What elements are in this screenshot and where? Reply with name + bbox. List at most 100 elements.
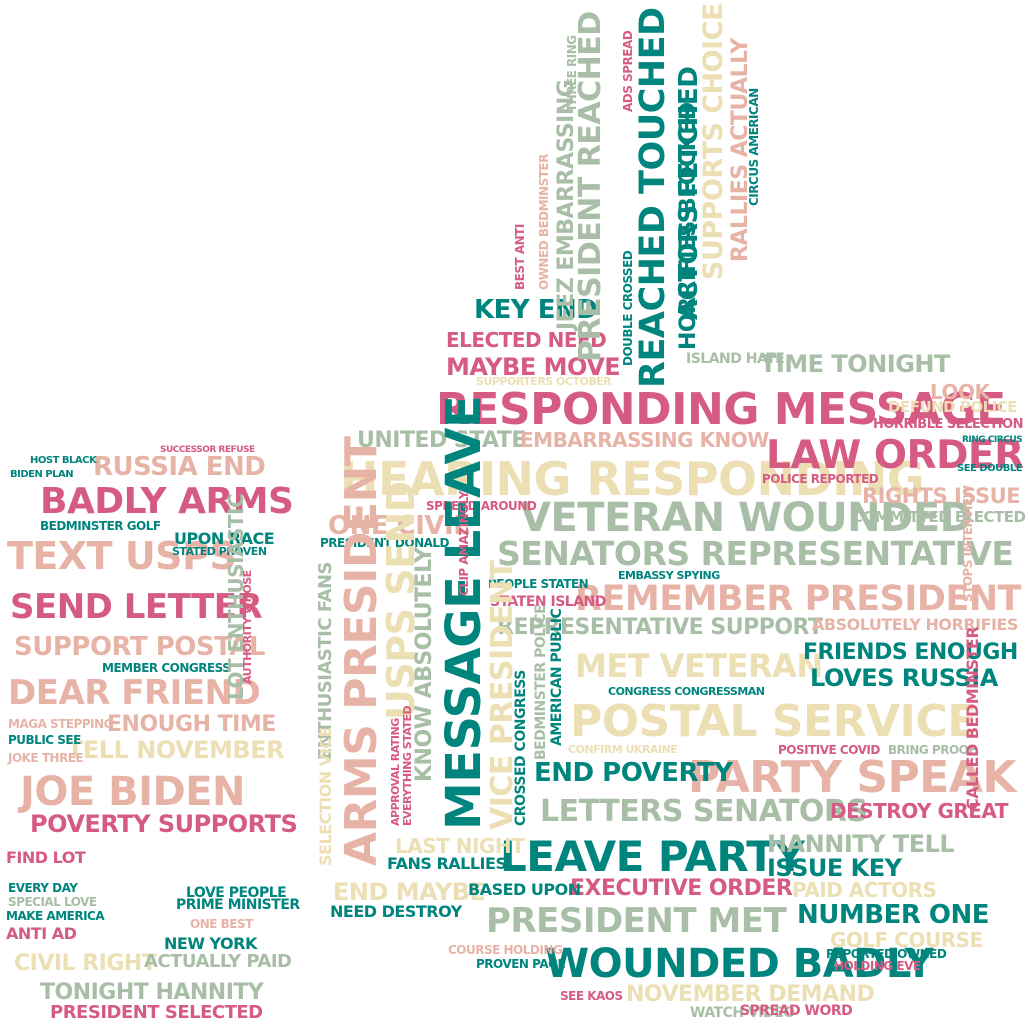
cloud-word: MAKE AMERICA: [6, 909, 105, 923]
cloud-word: PROVEN PAGE: [476, 957, 566, 971]
cloud-word: TIME TONIGHT: [760, 350, 950, 378]
cloud-word-vertical: STOPS INTERVIEW: [961, 485, 975, 602]
cloud-word: COURSE HOLDING: [448, 943, 563, 957]
cloud-word: NOVEMBER DEMAND: [626, 982, 875, 1007]
cloud-word: ELECTED NEED: [446, 328, 607, 352]
cloud-word: SENATORS REPRESENTATIVE: [497, 534, 1014, 573]
cloud-word: SPECIAL LOVE: [8, 895, 97, 909]
cloud-word: BASED UPON: [468, 880, 581, 899]
cloud-word: ONE BEST: [190, 917, 253, 931]
cloud-word: LOVE PEOPLE: [186, 885, 287, 901]
cloud-word-vertical: AUTHORITY WHOSE: [241, 570, 254, 684]
cloud-word: MAYBE MOVE: [446, 353, 621, 381]
cloud-word: UPON RACE: [174, 529, 275, 548]
cloud-word: ENOUGH TIME: [107, 712, 276, 737]
cloud-word: PAID ACTORS: [792, 878, 937, 902]
cloud-word: WOUNDED BADLY: [545, 941, 934, 987]
cloud-word: LEAVE PARTY: [500, 832, 805, 881]
cloud-word: SPREAD WORD: [740, 1003, 853, 1019]
cloud-word-vertical: CLIP AMAZINGLY: [457, 491, 471, 596]
cloud-word: CONGRESS CONGRESSMAN: [608, 685, 765, 698]
cloud-word: EMBASSY SPYING: [618, 569, 720, 582]
cloud-word-vertical: DOUBLE CROSSED: [621, 250, 635, 366]
cloud-word: FRIENDS ENOUGH: [803, 640, 1018, 665]
cloud-word: JOKE THREE: [8, 751, 84, 765]
cloud-word: END POVERTY: [534, 758, 733, 788]
cloud-word: SEND LETTER: [10, 587, 263, 627]
cloud-word-vertical: JEEZ EMBARRASSING: [554, 79, 579, 330]
cloud-word: BRING PROOF: [888, 743, 977, 757]
cloud-word: PRIME MINISTER: [176, 897, 300, 913]
cloud-word-vertical: SUPPORTS CHOICE: [698, 3, 729, 280]
cloud-word: PUBLIC SEE: [8, 733, 81, 747]
cloud-word-vertical: EVERYTHING STATED: [401, 705, 414, 826]
cloud-word: HOST BLACK: [30, 455, 97, 466]
cloud-word: EXECUTIVE ORDER: [570, 876, 793, 901]
cloud-word: LAW ORDER: [766, 433, 1024, 478]
cloud-word: PRESIDENT MET: [486, 901, 787, 941]
cloud-word: FIND LOT: [6, 848, 86, 867]
cloud-word-vertical: BEST ANTI: [513, 224, 527, 290]
cloud-word: PARTY SPEAK: [688, 752, 1017, 803]
cloud-word: EVERY DAY: [8, 881, 78, 895]
cloud-word: TELL NOVEMBER: [67, 736, 285, 764]
cloud-word-vertical: CALLED BEDMINSTER: [963, 626, 982, 810]
cloud-word: SPREAD AROUND: [426, 499, 537, 513]
cloud-word: DEAR FRIEND: [8, 673, 261, 713]
cloud-word: TEXT USPS: [7, 534, 237, 578]
cloud-word-vertical: MESSAGE LEAVE: [436, 395, 492, 830]
cloud-word: ABSOLUTELY HORRIFIES: [812, 615, 1018, 634]
cloud-word: NEED DESTROY: [330, 902, 462, 921]
cloud-word: ONE CIVIL: [328, 511, 470, 541]
cloud-word-vertical: KNOW ABSOLUTELY: [412, 547, 437, 782]
cloud-word: VETERAN WOUNDED: [520, 495, 973, 541]
cloud-word: LAST NIGHT: [395, 834, 525, 858]
cloud-word: RING CIRCUS: [962, 435, 1023, 445]
cloud-word-vertical: ARMS PRESIDENT: [336, 436, 387, 866]
cloud-word: ACTUALLY PAID: [144, 951, 292, 972]
cloud-word: LOOK: [930, 380, 990, 404]
cloud-word: POSITIVE COVID: [778, 743, 880, 757]
cloud-word-vertical: THREE RING: [565, 35, 579, 112]
cloud-word: RIGHTS ISSUE: [862, 484, 1021, 508]
cloud-word: SEE DOUBLE: [957, 463, 1023, 474]
cloud-word: COMMITTED ELECTED: [852, 508, 1026, 526]
cloud-word: SEE KAOS: [560, 989, 623, 1003]
cloud-word: CIVIL RIGHT: [14, 951, 157, 976]
cloud-word: POLICE REPORTED: [762, 472, 879, 486]
cloud-word: REMEMBER PRESIDENT: [575, 579, 1022, 619]
cloud-word: ISSUE KEY: [767, 854, 902, 882]
cloud-word: RUSSIA END: [93, 452, 266, 482]
cloud-word: EMBARRASSING KNOW: [520, 428, 769, 452]
cloud-word: STATEN ISLAND: [490, 594, 606, 610]
cloud-word: LOVES RUSSIA: [810, 664, 998, 692]
cloud-word-vertical: CIRCUS AMERICAN: [747, 88, 761, 206]
cloud-word: HEARING RESPONDING: [340, 452, 925, 506]
cloud-word: BEDMINSTER GOLF: [40, 519, 161, 533]
cloud-word: WATCH VIDEO: [690, 1005, 795, 1021]
cloud-word: PRESIDENT SELECTED: [50, 1002, 263, 1023]
cloud-word: SUPPORTERS OCTOBER: [476, 375, 612, 388]
cloud-word: PRESIDENT DONALD: [320, 536, 450, 550]
cloud-word-vertical: PRESIDENT REACHED: [573, 11, 608, 362]
cloud-word: HORRIBLE SELECTION: [873, 417, 1023, 432]
cloud-word: KEY END: [474, 295, 598, 325]
cloud-word: RESPONDING MESSAGE: [436, 384, 1006, 435]
cloud-word: ISLAND HATE: [686, 351, 785, 367]
cloud-word: REPORTED OWNED: [826, 947, 947, 961]
cloud-word: LETTERS SENATORS: [540, 794, 868, 829]
cloud-word: SUCCESSOR REFUSE: [160, 445, 255, 455]
cloud-word: DESTROY GREAT: [830, 799, 1009, 823]
cloud-word: STATED PROVEN: [172, 545, 267, 558]
cloud-word: CONFIRM UKRAINE: [568, 743, 678, 756]
cloud-word-vertical: ADS SPREAD: [621, 30, 635, 112]
cloud-word: SUPPORT POSTAL: [14, 632, 265, 662]
cloud-word: HOLDING EVE: [834, 959, 921, 973]
cloud-word: HANNITY TELL: [767, 830, 955, 858]
cloud-word: DEFUND POLICE: [888, 398, 1018, 416]
cloud-word: FANS RALLIES: [387, 854, 507, 873]
cloud-word: JOE BIDEN: [20, 769, 246, 815]
cloud-word: MEMBER CONGRESS: [102, 661, 231, 675]
cloud-word: UNITED STATE: [357, 428, 526, 453]
